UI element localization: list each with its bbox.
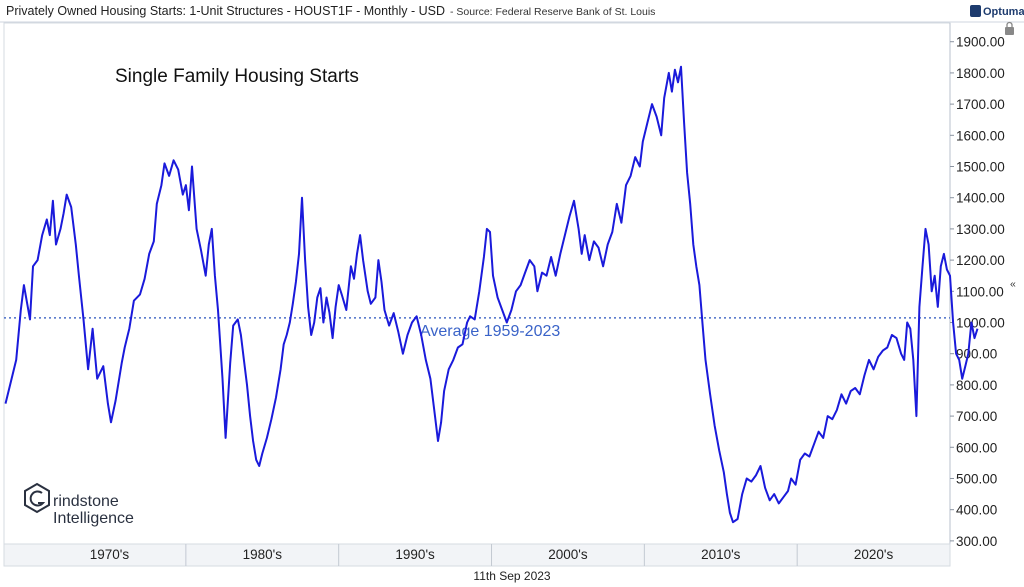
y-tick-label: 1900.00 bbox=[956, 35, 1005, 50]
x-axis-ticks: 1970's 1980's 1990's 2000's 2010's 2020's bbox=[90, 547, 894, 562]
y-axis-panel bbox=[950, 23, 1020, 544]
grindstone-logo-icon bbox=[24, 482, 50, 514]
y-tick-label: 700.00 bbox=[956, 409, 997, 424]
header-bar bbox=[0, 0, 1024, 22]
series-line-housing-starts bbox=[4, 65, 979, 524]
y-tick-label: 1700.00 bbox=[956, 97, 1005, 112]
x-tick-label: 1970's bbox=[90, 547, 130, 562]
grindstone-logo-line2: Intelligence bbox=[53, 510, 134, 527]
x-tick-label: 1990's bbox=[395, 547, 435, 562]
y-tick-label: 1800.00 bbox=[956, 66, 1005, 81]
x-axis-separators bbox=[185, 544, 798, 566]
grindstone-logo-line1: rindstone bbox=[53, 493, 119, 510]
y-tick-label: 900.00 bbox=[956, 347, 997, 362]
chart-title: Single Family Housing Starts bbox=[115, 66, 359, 87]
scroll-chevron-icon[interactable]: « bbox=[1010, 278, 1016, 290]
y-tick-label: 1500.00 bbox=[956, 160, 1005, 175]
y-tick-label: 800.00 bbox=[956, 378, 997, 393]
y-tick-label: 1100.00 bbox=[956, 284, 1004, 299]
y-tick-label: 400.00 bbox=[956, 503, 997, 518]
x-tick-label: 2010's bbox=[701, 547, 741, 562]
optuma-logo-icon bbox=[970, 5, 981, 17]
lock-icon[interactable] bbox=[1005, 21, 1014, 36]
y-tick-label: 1600.00 bbox=[956, 128, 1005, 143]
y-tick-label: 1300.00 bbox=[956, 222, 1005, 237]
y-tick-label: 600.00 bbox=[956, 440, 997, 455]
date-label: 11th Sep 2023 bbox=[473, 569, 551, 583]
average-label: Average 1959-2023 bbox=[420, 323, 560, 340]
source-label: - Source: Federal Reserve Bank of St. Lo… bbox=[450, 6, 655, 18]
optuma-logo: Optuma bbox=[970, 5, 1024, 18]
y-tick-label: 300.00 bbox=[956, 534, 997, 549]
y-tick-label: 1000.00 bbox=[956, 315, 1005, 330]
plot-area bbox=[3, 22, 951, 545]
series-title: Privately Owned Housing Starts: 1-Unit S… bbox=[6, 4, 445, 18]
x-tick-label: 2000's bbox=[548, 547, 588, 562]
x-axis-band bbox=[3, 543, 951, 567]
x-tick-label: 1980's bbox=[243, 547, 283, 562]
grindstone-logo: rindstone Intelligence bbox=[24, 482, 134, 527]
optuma-brand-label: Optuma bbox=[983, 6, 1024, 18]
x-tick-label: 2020's bbox=[854, 547, 894, 562]
y-tick-label: 1200.00 bbox=[956, 253, 1005, 268]
y-tick-label: 1400.00 bbox=[956, 191, 1005, 206]
y-axis-ticks: 300.00 400.00 500.00 600.00 700.00 800.00 900.… bbox=[950, 35, 1005, 549]
y-tick-label: 500.00 bbox=[956, 471, 997, 486]
